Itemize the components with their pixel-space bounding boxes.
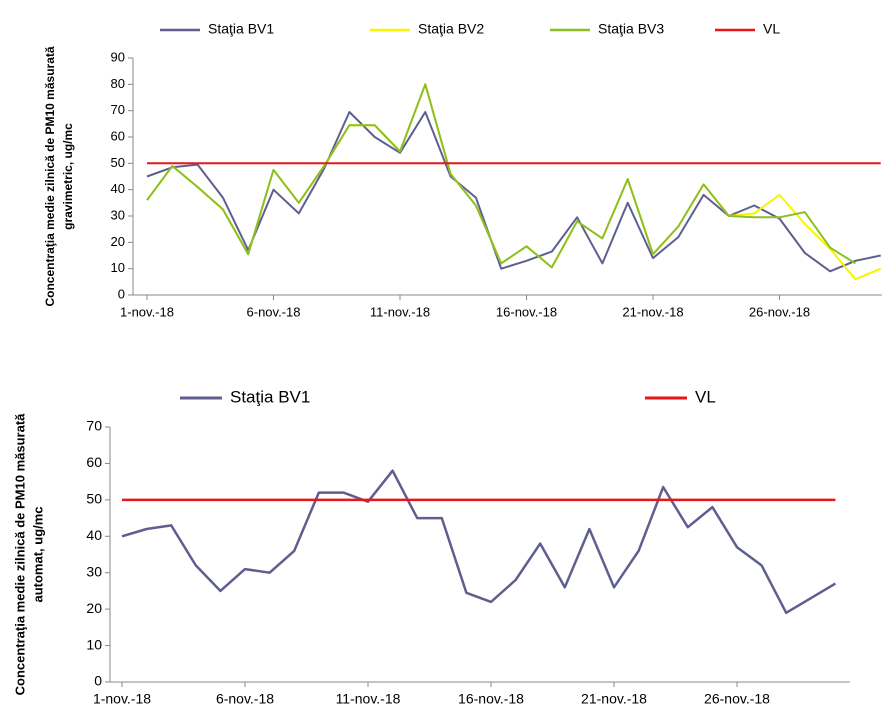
series-line bbox=[146, 83, 856, 269]
legend-label: VL bbox=[695, 387, 716, 406]
y-tick-label: 80 bbox=[111, 76, 125, 91]
y-tick-label: 10 bbox=[111, 260, 125, 275]
legend-label: Staţia BV3 bbox=[598, 21, 664, 37]
y-tick-label: 0 bbox=[94, 673, 102, 689]
series-line bbox=[121, 469, 837, 615]
x-tick-label: 21-nov.-18 bbox=[581, 691, 647, 707]
y-tick-label: 70 bbox=[111, 102, 125, 117]
y-tick-label: 30 bbox=[111, 207, 125, 222]
y-tick-label: 60 bbox=[86, 454, 102, 470]
x-tick-label: 6-nov.-18 bbox=[216, 691, 274, 707]
x-tick-label: 1-nov.-18 bbox=[120, 304, 174, 319]
y-tick-label: 60 bbox=[111, 128, 125, 143]
y-tick-label: 90 bbox=[111, 49, 125, 64]
x-tick-label: 1-nov.-18 bbox=[93, 691, 151, 707]
x-tick-label: 26-nov.-18 bbox=[749, 304, 810, 319]
y-tick-label: 20 bbox=[111, 234, 125, 249]
y-axis-title: Concentraţia medie zilnică de PM10 măsur… bbox=[12, 413, 27, 696]
x-tick-label: 11-nov.-18 bbox=[336, 691, 401, 707]
y-tick-label: 10 bbox=[86, 636, 102, 652]
legend-label: Staţia BV1 bbox=[208, 21, 274, 37]
x-tick-label: 6-nov.-18 bbox=[247, 304, 301, 319]
y-tick-label: 50 bbox=[111, 155, 125, 170]
y-tick-label: 20 bbox=[86, 600, 102, 616]
x-tick-label: 21-nov.-18 bbox=[622, 304, 683, 319]
series-line bbox=[146, 111, 881, 273]
x-tick-label: 26-nov.-18 bbox=[704, 691, 770, 707]
y-tick-label: 0 bbox=[118, 286, 125, 301]
y-tick-label: 40 bbox=[111, 181, 125, 196]
legend-label: Staţia BV1 bbox=[230, 387, 310, 406]
y-tick-label: 70 bbox=[86, 418, 102, 434]
legend-label: Staţia BV2 bbox=[418, 21, 484, 37]
y-axis-title: gravimetric, ug/mc bbox=[61, 123, 75, 230]
x-tick-label: 11-nov.-18 bbox=[370, 304, 430, 319]
y-tick-label: 30 bbox=[86, 563, 102, 579]
y-axis-title: automat, ug/mc bbox=[30, 506, 45, 602]
y-axis-title: Concentraţia medie zilnică de PM10 măsur… bbox=[43, 46, 57, 306]
series-line bbox=[146, 83, 882, 281]
y-tick-label: 50 bbox=[86, 491, 102, 507]
legend-label: VL bbox=[763, 21, 780, 37]
x-tick-label: 16-nov.-18 bbox=[496, 304, 557, 319]
x-tick-label: 16-nov.-18 bbox=[458, 691, 524, 707]
y-tick-label: 40 bbox=[86, 527, 102, 543]
